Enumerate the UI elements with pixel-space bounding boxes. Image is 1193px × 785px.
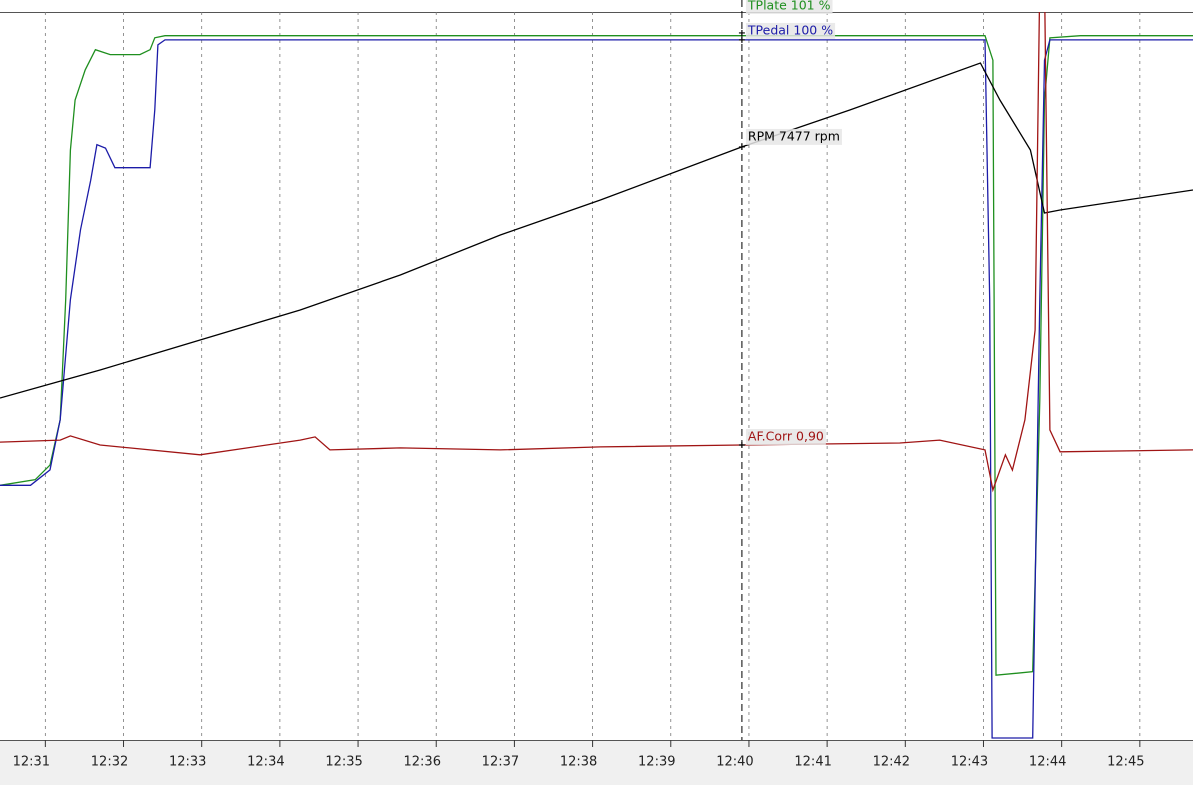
- x-tick-label: 12:43: [951, 755, 988, 770]
- grid: 12:31 12:32 12:33 12:34 12:35 12:36 12:37 12:38…: [13, 12, 1145, 770]
- cursor-label-bg: [745, 0, 833, 14]
- series-line: [0, 12, 1193, 493]
- x-tick-label: 12:33: [169, 755, 206, 770]
- cursor-label: TPedal 100 %: [747, 22, 833, 37]
- cursor-label: TPlate 101 %: [747, 0, 831, 12]
- x-tick-label: 12:31: [13, 755, 50, 770]
- x-tick-label: 12:42: [873, 755, 910, 770]
- x-tick-label: 12:44: [1029, 755, 1066, 770]
- cursor-label-bg: [745, 128, 842, 145]
- series-line: [0, 35, 1193, 676]
- cursor-point: [738, 36, 745, 43]
- x-tick-label: 12:34: [247, 755, 284, 770]
- x-tick-label: 12:38: [560, 755, 597, 770]
- cursor-label-bg: [745, 22, 836, 39]
- cursor-label-bg: [745, 428, 826, 445]
- x-tick-label: 12:45: [1107, 755, 1144, 770]
- x-tick-label: 12:32: [91, 755, 128, 770]
- series-line: [0, 39, 1193, 739]
- cursor-point: [738, 29, 745, 36]
- x-tick-label: 12:35: [325, 755, 362, 770]
- x-tick-label: 12:39: [638, 755, 675, 770]
- cursor-point: [738, 441, 745, 448]
- x-tick-label: 12:41: [794, 755, 831, 770]
- cursor-label: AF.Corr 0,90: [748, 428, 824, 443]
- cursor-point: [738, 143, 745, 150]
- x-tick-label: 12:37: [482, 755, 519, 770]
- x-tick-label: 12:36: [404, 755, 441, 770]
- axis-band: [0, 740, 1193, 785]
- x-tick-label: 12:40: [716, 755, 753, 770]
- cursor-layer: TPlate 101 % TPedal 100 % RPM 7477 rpm AF.C…: [738, 0, 842, 740]
- cursor-label: RPM 7477 rpm: [748, 128, 840, 143]
